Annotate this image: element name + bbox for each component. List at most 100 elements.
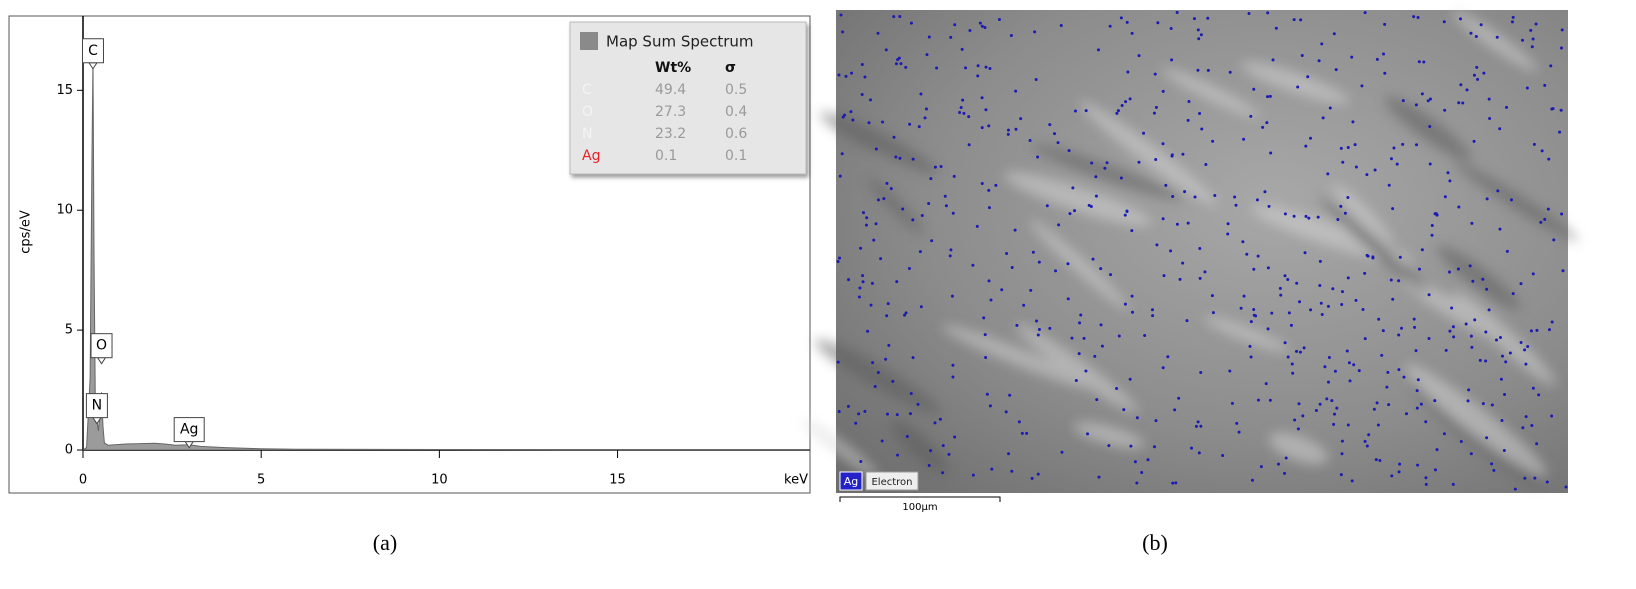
ag-dot bbox=[1085, 109, 1088, 112]
ag-dot bbox=[1341, 452, 1344, 455]
ag-dot bbox=[1266, 95, 1269, 98]
ag-dot bbox=[1130, 229, 1133, 232]
ag-dot bbox=[1140, 471, 1143, 474]
ag-dot bbox=[1473, 140, 1476, 143]
ag-dot bbox=[1267, 266, 1270, 269]
ag-dot bbox=[968, 29, 971, 32]
ag-dot bbox=[1298, 300, 1301, 303]
ag-dot bbox=[1506, 250, 1509, 253]
legend-column: σ bbox=[725, 60, 736, 76]
ag-dot bbox=[1084, 369, 1087, 372]
ag-dot bbox=[1341, 440, 1344, 443]
ag-dot bbox=[1203, 270, 1206, 273]
ag-dot bbox=[981, 182, 984, 185]
ag-dot bbox=[1319, 403, 1322, 406]
ag-dot bbox=[1235, 204, 1238, 207]
ag-dot bbox=[885, 182, 888, 185]
ag-dot bbox=[887, 302, 890, 305]
ag-dot bbox=[1295, 350, 1298, 353]
ag-dot bbox=[1229, 71, 1232, 74]
ag-dot bbox=[1284, 212, 1287, 215]
ag-dot bbox=[1470, 222, 1473, 225]
ag-dot bbox=[1136, 416, 1139, 419]
ag-dot bbox=[1057, 141, 1060, 144]
ag-dot bbox=[1018, 420, 1021, 423]
ag-dot bbox=[1014, 128, 1017, 131]
ag-dot bbox=[1532, 37, 1535, 40]
ag-dot bbox=[1402, 99, 1405, 102]
ag-dot bbox=[1503, 449, 1506, 452]
annotation-label: N bbox=[92, 398, 102, 414]
ag-dot bbox=[861, 274, 864, 277]
ag-dot bbox=[962, 112, 965, 115]
ag-dot bbox=[942, 444, 945, 447]
ag-dot bbox=[1339, 205, 1342, 208]
ag-dot bbox=[1470, 335, 1473, 338]
ag-dot bbox=[854, 422, 857, 425]
x-tick-label: 15 bbox=[609, 473, 626, 488]
ag-dot bbox=[1416, 389, 1419, 392]
ag-dot bbox=[1135, 482, 1138, 485]
ag-dot bbox=[1526, 87, 1529, 90]
ag-dot bbox=[1010, 470, 1013, 473]
ag-dot bbox=[1500, 378, 1503, 381]
ag-dot bbox=[990, 468, 993, 471]
ag-dot bbox=[1010, 34, 1013, 37]
ag-dot bbox=[1323, 365, 1326, 368]
ag-dot bbox=[1021, 432, 1024, 435]
ag-dot bbox=[845, 75, 848, 78]
ag-dot bbox=[951, 375, 954, 378]
ag-dot bbox=[847, 278, 850, 281]
ag-dot bbox=[1067, 297, 1070, 300]
ag-dot bbox=[1340, 147, 1343, 150]
ag-dot bbox=[1512, 16, 1515, 19]
ag-dot bbox=[1074, 110, 1077, 113]
ag-dot bbox=[911, 218, 914, 221]
ag-dot bbox=[1048, 327, 1051, 330]
ag-dot bbox=[1134, 460, 1137, 463]
ag-dot bbox=[871, 282, 874, 285]
ag-dot bbox=[859, 247, 862, 250]
ag-dot bbox=[1195, 425, 1198, 428]
ag-dot bbox=[1173, 408, 1176, 411]
ag-dot bbox=[1452, 483, 1455, 486]
ag-dot bbox=[1171, 195, 1174, 198]
ag-dot bbox=[972, 474, 975, 477]
ag-dot bbox=[1088, 204, 1091, 207]
ag-dot bbox=[908, 267, 911, 270]
ag-dot bbox=[1038, 328, 1041, 331]
ag-dot bbox=[1327, 305, 1330, 308]
ag-dot bbox=[951, 364, 954, 367]
ag-dot bbox=[1046, 204, 1049, 207]
ag-dot bbox=[1008, 394, 1011, 397]
ag-dot bbox=[1211, 294, 1214, 297]
ag-dot bbox=[1121, 104, 1124, 107]
ag-dot bbox=[906, 435, 909, 438]
ag-dot bbox=[1561, 28, 1564, 31]
ag-dot bbox=[896, 454, 899, 457]
ag-dot bbox=[1476, 78, 1479, 81]
ag-dot bbox=[1277, 463, 1280, 466]
ag-dot bbox=[1317, 216, 1320, 219]
ag-dot bbox=[1033, 30, 1036, 33]
ag-dot bbox=[849, 110, 852, 113]
ag-dot bbox=[1198, 451, 1201, 454]
ag-dot bbox=[1257, 399, 1260, 402]
ag-dot bbox=[1151, 308, 1154, 311]
ag-dot bbox=[1266, 11, 1269, 14]
ag-dot bbox=[1417, 378, 1420, 381]
ag-dot bbox=[1174, 481, 1177, 484]
ag-dot bbox=[1279, 294, 1282, 297]
ag-dot bbox=[1412, 15, 1415, 18]
ag-dot bbox=[1524, 363, 1527, 366]
ag-dot bbox=[1367, 433, 1370, 436]
ag-dot bbox=[1380, 354, 1383, 357]
ag-dot bbox=[1543, 84, 1546, 87]
ag-dot bbox=[1231, 402, 1234, 405]
ag-dot bbox=[1485, 436, 1488, 439]
ag-dot bbox=[1329, 107, 1332, 110]
ag-dot bbox=[1306, 75, 1309, 78]
ag-dot bbox=[1057, 223, 1060, 226]
ag-dot bbox=[1450, 306, 1453, 309]
ag-dot bbox=[1272, 58, 1275, 61]
